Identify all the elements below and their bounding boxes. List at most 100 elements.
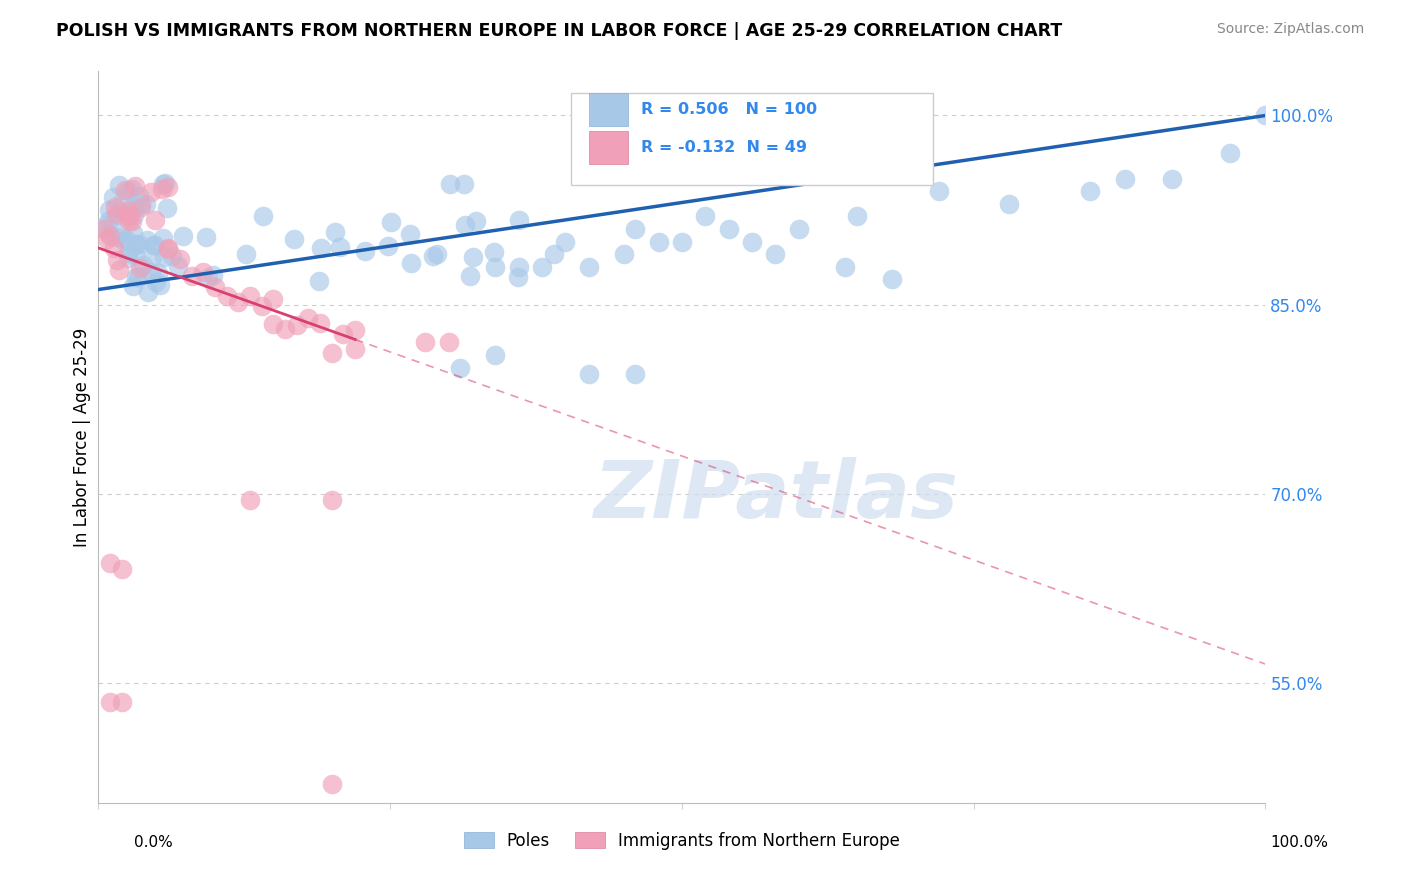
Point	[323, 226, 346, 240]
Point	[741, 235, 763, 249]
Point	[274, 322, 297, 336]
Point	[880, 272, 903, 286]
Point	[156, 242, 179, 256]
Point	[399, 256, 422, 270]
Point	[94, 218, 117, 232]
Point	[508, 213, 530, 227]
Point	[321, 493, 343, 508]
Point	[125, 238, 148, 252]
Point	[834, 260, 856, 274]
Point	[202, 268, 225, 283]
Point	[129, 200, 152, 214]
Point	[107, 230, 129, 244]
Point	[129, 197, 152, 211]
Point	[110, 226, 132, 240]
Point	[118, 204, 141, 219]
Point	[239, 289, 262, 303]
Point	[118, 208, 141, 222]
Text: POLISH VS IMMIGRANTS FROM NORTHERN EUROPE IN LABOR FORCE | AGE 25-29 CORRELATION: POLISH VS IMMIGRANTS FROM NORTHERN EUROP…	[56, 22, 1063, 40]
Point	[145, 275, 167, 289]
Point	[344, 342, 367, 356]
Y-axis label: In Labor Force | Age 25-29: In Labor Force | Age 25-29	[73, 327, 91, 547]
Point	[215, 289, 238, 303]
Point	[93, 222, 115, 236]
Point	[148, 277, 170, 292]
Point	[671, 235, 693, 249]
Point	[146, 266, 169, 280]
Point	[1161, 171, 1184, 186]
Point	[399, 227, 422, 242]
Point	[1219, 146, 1241, 161]
Point	[97, 226, 120, 240]
Text: ZIPatlas: ZIPatlas	[593, 457, 957, 534]
Point	[132, 258, 155, 272]
Point	[157, 180, 180, 194]
Point	[695, 210, 717, 224]
Point	[103, 241, 125, 255]
Point	[152, 231, 174, 245]
Point	[204, 279, 226, 293]
Point	[124, 201, 146, 215]
Point	[554, 235, 576, 249]
Point	[141, 250, 163, 264]
Point	[125, 269, 148, 284]
Point	[228, 295, 250, 310]
Point	[193, 265, 215, 279]
Point	[508, 260, 530, 274]
Text: R = 0.506   N = 100: R = 0.506 N = 100	[641, 102, 817, 117]
Point	[344, 323, 367, 337]
Point	[458, 269, 481, 284]
Legend: Poles, Immigrants from Northern Europe: Poles, Immigrants from Northern Europe	[457, 825, 907, 856]
Point	[578, 260, 600, 274]
Text: R = -0.132  N = 49: R = -0.132 N = 49	[641, 140, 807, 155]
Point	[413, 335, 436, 350]
Point	[169, 252, 191, 266]
Point	[96, 232, 118, 246]
Point	[117, 209, 139, 223]
Point	[422, 249, 444, 263]
Point	[624, 222, 647, 236]
Point	[143, 238, 166, 252]
Point	[311, 241, 333, 255]
Point	[122, 226, 145, 240]
Text: Source: ZipAtlas.com: Source: ZipAtlas.com	[1216, 22, 1364, 37]
Point	[157, 241, 180, 255]
Point	[122, 279, 145, 293]
Point	[484, 260, 506, 274]
Point	[107, 208, 129, 222]
Point	[117, 203, 139, 218]
Point	[717, 222, 740, 236]
Point	[928, 184, 950, 198]
Point	[111, 562, 134, 576]
Point	[453, 177, 475, 191]
Point	[104, 207, 127, 221]
Point	[117, 251, 139, 265]
Point	[252, 209, 274, 223]
Point	[613, 247, 636, 261]
Text: 100.0%: 100.0%	[1271, 836, 1329, 850]
Point	[124, 248, 146, 262]
Point	[112, 234, 135, 248]
Point	[115, 233, 138, 247]
Point	[111, 695, 134, 709]
Point	[997, 196, 1019, 211]
Point	[139, 264, 162, 278]
Point	[454, 219, 477, 233]
Point	[139, 185, 162, 199]
Point	[104, 200, 127, 214]
Point	[763, 247, 786, 261]
Point	[98, 203, 121, 218]
Point	[98, 695, 121, 709]
Point	[508, 270, 530, 285]
Point	[105, 253, 128, 268]
Point	[136, 233, 159, 247]
Point	[262, 292, 284, 306]
Point	[283, 232, 305, 246]
Text: 0.0%: 0.0%	[134, 836, 173, 850]
Point	[297, 310, 319, 325]
Point	[98, 228, 121, 243]
Point	[461, 250, 484, 264]
Point	[98, 556, 121, 570]
Point	[128, 237, 150, 252]
Point	[135, 196, 157, 211]
